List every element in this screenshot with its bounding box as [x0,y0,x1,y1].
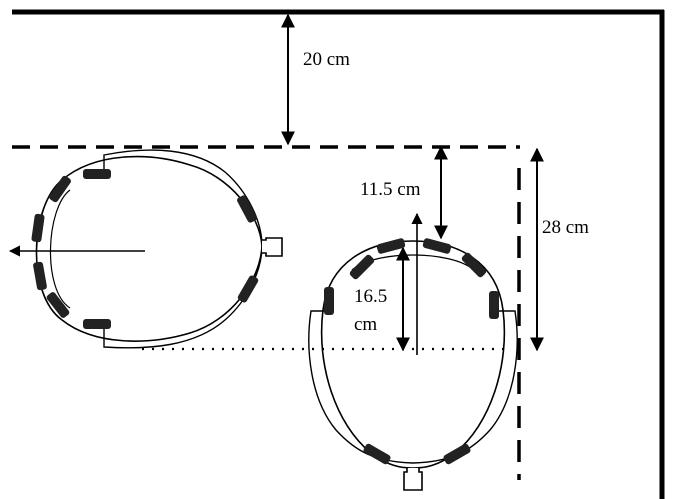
right-head-electrodes [324,238,499,465]
left-head-inner-rim [49,189,71,309]
electrode [363,443,391,465]
electrode [31,213,45,243]
electrode [237,275,259,303]
electrode [46,292,70,318]
electrode [324,287,334,315]
label-total-depth: 28 cm [542,217,589,238]
label-wall-gap: 20 cm [303,49,350,70]
left-head-electrodes [31,169,259,329]
right-head-model [308,212,518,491]
electrode [443,443,471,465]
left-head-model [8,149,283,349]
electrode [33,261,47,291]
electrode [83,169,111,179]
electrode [489,291,499,319]
dashed-boundary [12,145,521,480]
label-gap-to-line: 11.5 cm [360,179,421,200]
electrode [376,238,406,254]
electrode [461,252,487,278]
right-head-nose [403,468,423,491]
left-head-nose [262,237,283,257]
right-head-outline [320,240,506,469]
label-depth-unit: cm [354,314,377,335]
electrode [422,238,452,254]
electrode [83,319,111,329]
label-depth-value: 16.5 [354,286,387,307]
right-head-headband [308,310,518,464]
left-head-headband [103,149,263,349]
electrode [237,195,257,223]
electrode [49,175,71,203]
left-head-outline [35,155,263,342]
electrode [349,254,375,280]
wall [12,9,665,499]
